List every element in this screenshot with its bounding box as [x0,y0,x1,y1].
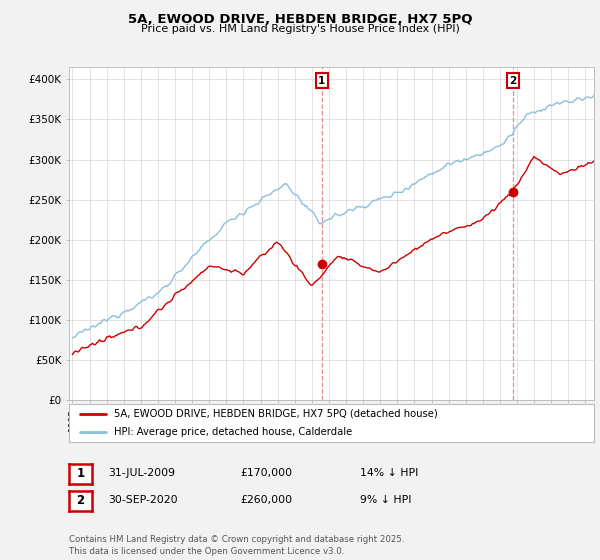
Text: 9% ↓ HPI: 9% ↓ HPI [360,495,412,505]
Text: 1: 1 [318,76,325,86]
Text: 5A, EWOOD DRIVE, HEBDEN BRIDGE, HX7 5PQ: 5A, EWOOD DRIVE, HEBDEN BRIDGE, HX7 5PQ [128,13,472,26]
Text: 1: 1 [76,467,85,480]
Text: 30-SEP-2020: 30-SEP-2020 [108,495,178,505]
Text: HPI: Average price, detached house, Calderdale: HPI: Average price, detached house, Cald… [113,427,352,437]
Text: Price paid vs. HM Land Registry's House Price Index (HPI): Price paid vs. HM Land Registry's House … [140,24,460,34]
Text: £260,000: £260,000 [240,495,292,505]
Text: £170,000: £170,000 [240,468,292,478]
Text: 5A, EWOOD DRIVE, HEBDEN BRIDGE, HX7 5PQ (detached house): 5A, EWOOD DRIVE, HEBDEN BRIDGE, HX7 5PQ … [113,409,437,419]
Text: 2: 2 [509,76,517,86]
Text: 14% ↓ HPI: 14% ↓ HPI [360,468,418,478]
Text: 2: 2 [76,494,85,507]
Text: Contains HM Land Registry data © Crown copyright and database right 2025.
This d: Contains HM Land Registry data © Crown c… [69,535,404,556]
Text: 31-JUL-2009: 31-JUL-2009 [108,468,175,478]
